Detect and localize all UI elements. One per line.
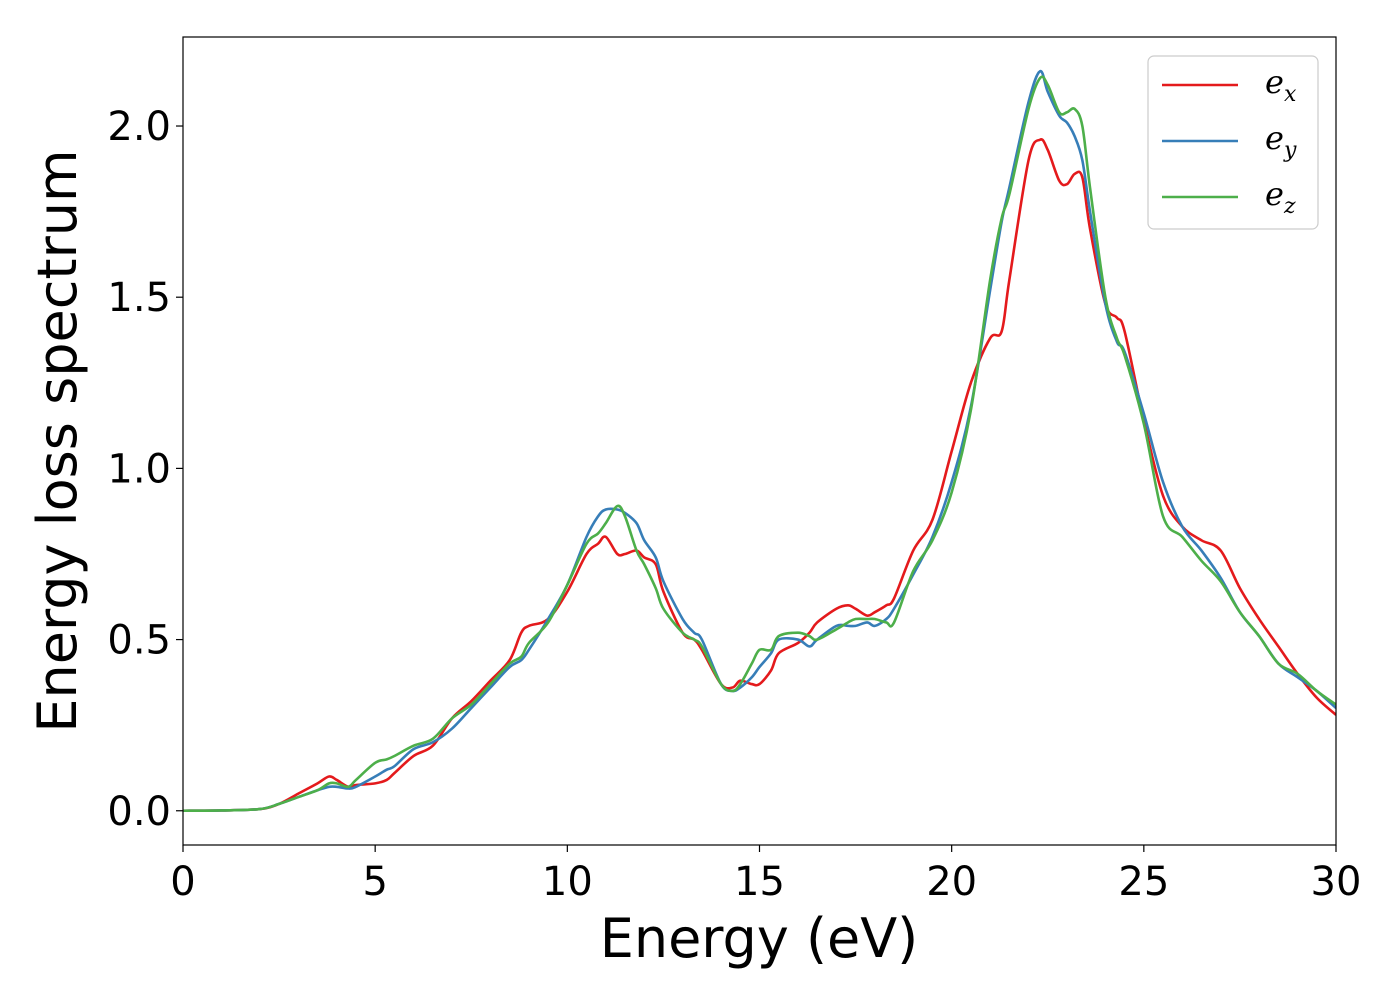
series-line-z <box>183 75 1336 813</box>
series-lines <box>183 69 1336 813</box>
y-tick-label: 0.0 <box>107 789 171 835</box>
x-tick-label: 10 <box>542 859 593 905</box>
y-tick-label: 0.5 <box>107 618 171 664</box>
y-axis-title: Energy loss spectrum <box>26 149 89 732</box>
x-tick-label: 0 <box>170 859 195 905</box>
x-axis: 0 5 10 15 20 25 30 <box>170 845 1361 905</box>
x-tick-label: 20 <box>926 859 977 905</box>
legend-subscript-x: x <box>1284 82 1297 107</box>
legend-box <box>1147 55 1319 230</box>
x-tick-label: 25 <box>1118 859 1169 905</box>
legend-subscript-z: z <box>1283 194 1296 219</box>
y-tick-label: 1.0 <box>107 446 171 492</box>
x-tick-label: 15 <box>734 859 785 905</box>
legend-label-x: ex <box>1265 63 1297 107</box>
y-tick-label: 1.5 <box>107 275 171 321</box>
x-tick-label: 30 <box>1311 859 1362 905</box>
y-tick-label: 2.0 <box>107 104 171 150</box>
legend-subscript-y: y <box>1283 138 1297 163</box>
x-tick-label: 5 <box>362 859 387 905</box>
x-axis-title: Energy (eV) <box>600 907 919 970</box>
y-axis: 0.0 0.5 1.0 1.5 2.0 <box>107 104 183 835</box>
